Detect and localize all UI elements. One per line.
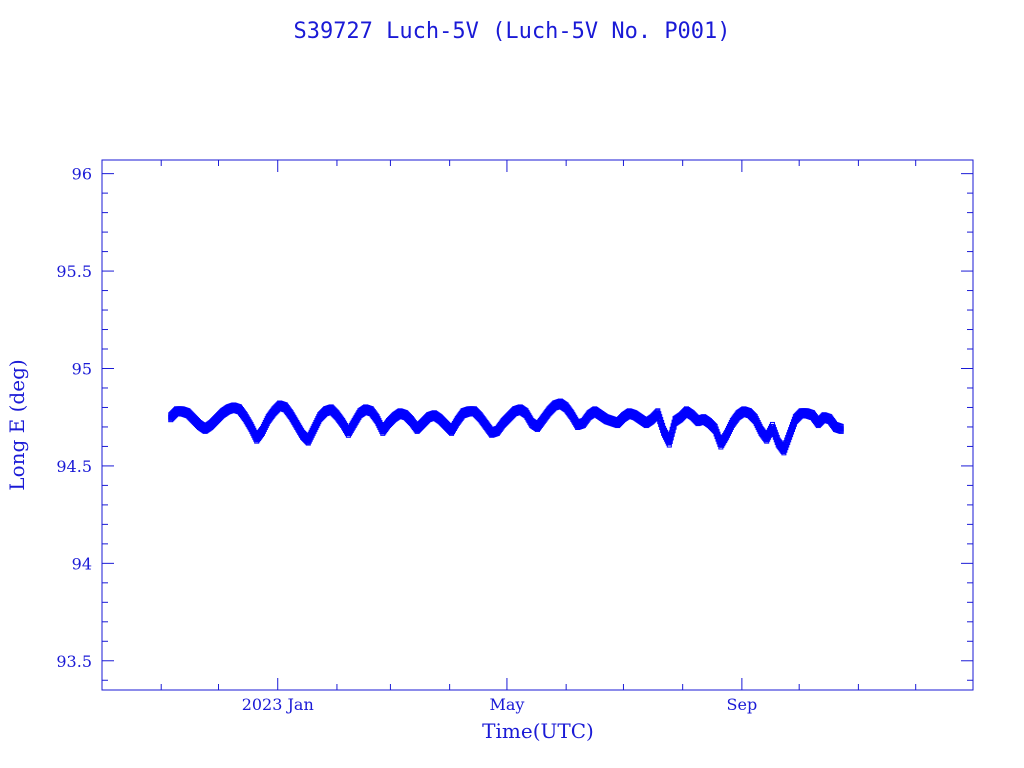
data-point (785, 439, 791, 445)
x-axis-label: Time(UTC) (482, 719, 594, 743)
x-tick-label: Sep (727, 695, 758, 714)
y-tick-label: 95 (72, 359, 92, 378)
x-tick-label: 2023 Jan (242, 695, 314, 714)
data-point (838, 428, 844, 434)
y-tick-label: 93.5 (56, 652, 92, 671)
data-point (789, 429, 795, 435)
data-point (788, 432, 794, 438)
y-tick-label: 95.5 (56, 262, 92, 281)
y-tick-label: 94 (72, 554, 92, 573)
axis-ticks: 93.5 94 94.5 95 95.5 96 2023 Jan May Sep (56, 160, 973, 714)
y-tick-label: 94.5 (56, 457, 92, 476)
chart-title: S39727 Luch-5V (Luch-5V No. P001) (293, 19, 730, 44)
data-point (786, 437, 792, 443)
data-point (790, 424, 796, 430)
data-point (782, 447, 788, 453)
plot-frame (101, 159, 974, 691)
data-points (168, 398, 844, 456)
y-axis-label: Long E (deg) (5, 359, 29, 490)
data-point (787, 434, 793, 440)
data-point (783, 445, 789, 451)
y-tick-label: 96 (72, 165, 92, 184)
data-point (784, 442, 790, 448)
data-point (781, 450, 787, 456)
x-tick-label: May (489, 695, 524, 714)
data-point (789, 426, 795, 432)
